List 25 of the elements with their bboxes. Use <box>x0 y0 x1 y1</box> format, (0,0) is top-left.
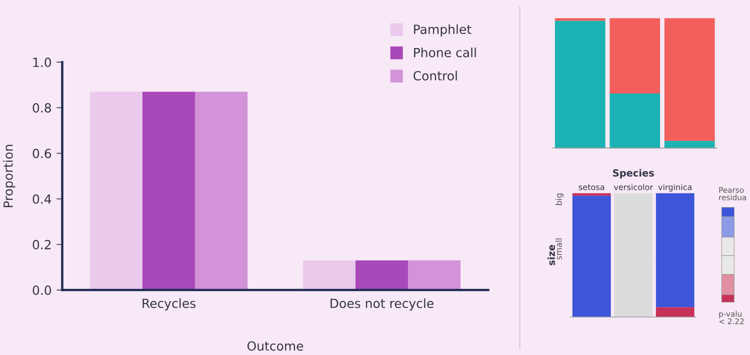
y-tick-label: 0.6 <box>32 148 52 158</box>
bar <box>664 18 715 141</box>
y-tick-label: 0.4 <box>32 194 52 204</box>
legend-label: Pamphlet <box>414 24 472 36</box>
bar <box>664 140 715 148</box>
bar <box>554 20 606 148</box>
bar <box>610 18 660 94</box>
y-axis-title: size <box>547 244 555 266</box>
y-axis-title: Proportion <box>3 144 16 208</box>
x-tick-label: Recycles <box>142 298 196 310</box>
x-tick-label: setosa <box>578 184 604 190</box>
legend-label: Control <box>414 70 457 80</box>
x-tick-label: versicolor <box>614 184 654 190</box>
x-axis-title: Outcome <box>247 341 304 351</box>
x-tick-label: Does not recycle <box>330 298 434 310</box>
y-tick-label: 0.2 <box>32 240 51 250</box>
y-tick-label: 0.0 <box>32 286 52 295</box>
bar <box>610 93 660 148</box>
text: small <box>555 238 562 260</box>
y-tick-label: 0.8 <box>32 103 51 113</box>
legend-label: Phone call <box>414 48 476 58</box>
x-tick-label: virginica <box>658 184 692 192</box>
chart-title: Species <box>613 169 654 178</box>
text: big <box>555 194 564 206</box>
y-tick-label: 1.0 <box>33 58 52 68</box>
